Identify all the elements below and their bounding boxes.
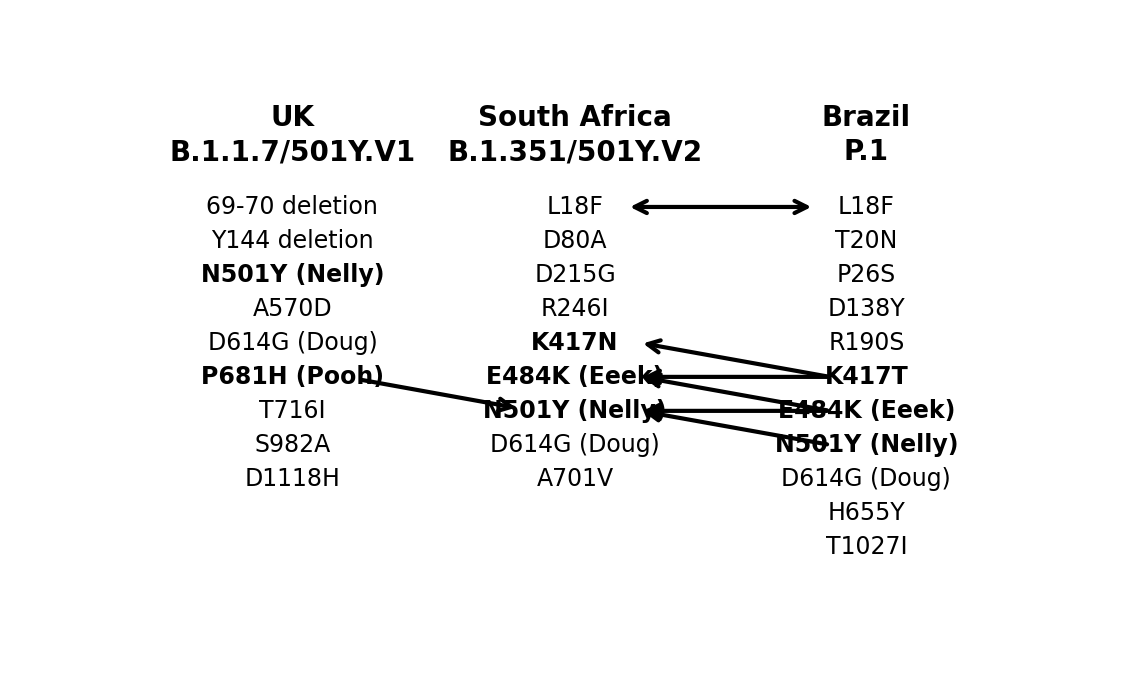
- Text: D614G (Doug): D614G (Doug): [490, 433, 660, 457]
- Text: D80A: D80A: [543, 229, 607, 253]
- Text: South Africa: South Africa: [478, 104, 672, 132]
- Text: D215G: D215G: [534, 263, 616, 287]
- Text: R246I: R246I: [541, 297, 609, 321]
- Text: K417T: K417T: [825, 365, 908, 389]
- Text: UK: UK: [270, 104, 314, 132]
- Text: Brazil: Brazil: [821, 104, 911, 132]
- Text: E484K (Eeek): E484K (Eeek): [486, 365, 664, 389]
- Text: A701V: A701V: [536, 467, 614, 491]
- Text: P.1: P.1: [844, 138, 889, 166]
- Text: R190S: R190S: [828, 331, 904, 355]
- Text: P26S: P26S: [837, 263, 896, 287]
- Text: D614G (Doug): D614G (Doug): [208, 331, 377, 355]
- Text: B.1.1.7/501Y.V1: B.1.1.7/501Y.V1: [169, 138, 415, 166]
- Text: S982A: S982A: [255, 433, 331, 457]
- Text: N501Y (Nelly): N501Y (Nelly): [201, 263, 384, 287]
- Text: D1118H: D1118H: [245, 467, 340, 491]
- Text: 69-70 deletion: 69-70 deletion: [206, 195, 378, 219]
- Text: N501Y (Nelly): N501Y (Nelly): [774, 433, 958, 457]
- Text: T20N: T20N: [835, 229, 898, 253]
- Text: D138Y: D138Y: [828, 297, 905, 321]
- Text: H655Y: H655Y: [827, 501, 905, 525]
- Text: E484K (Eeek): E484K (Eeek): [778, 399, 955, 423]
- Text: T1027I: T1027I: [826, 535, 907, 559]
- Text: N501Y (Nelly): N501Y (Nelly): [484, 399, 666, 423]
- Text: A570D: A570D: [252, 297, 332, 321]
- Text: L18F: L18F: [838, 195, 894, 219]
- Text: P681H (Pooh): P681H (Pooh): [201, 365, 384, 389]
- Text: K417N: K417N: [532, 331, 618, 355]
- Text: L18F: L18F: [546, 195, 604, 219]
- Text: B.1.351/501Y.V2: B.1.351/501Y.V2: [448, 138, 702, 166]
- Text: Y144 deletion: Y144 deletion: [211, 229, 374, 253]
- Text: T716I: T716I: [259, 399, 325, 423]
- Text: D614G (Doug): D614G (Doug): [781, 467, 951, 491]
